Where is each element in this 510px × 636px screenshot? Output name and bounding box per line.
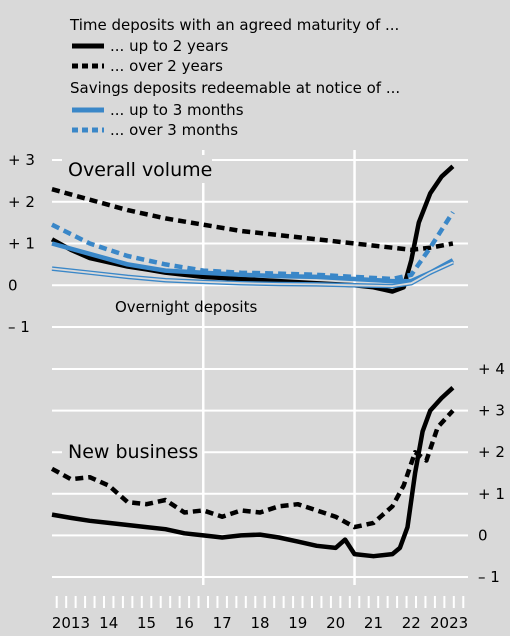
x-tick-label-8: 21 xyxy=(364,614,383,632)
legend-label-over-2-years: ... over 2 years xyxy=(110,57,223,75)
y-tick-label-0-2: + 1 xyxy=(8,235,35,253)
new-business-title: New business xyxy=(68,441,198,463)
x-tick-label-6: 19 xyxy=(288,614,307,632)
legend-time-header: Time deposits with an agreed maturity of… xyxy=(69,16,399,34)
grid-lines xyxy=(52,159,468,578)
legend-savings-header: Savings deposits redeemable at notice of… xyxy=(70,79,400,97)
x-tick-label-10: 2023 xyxy=(430,614,468,632)
series-overnight-inner-0 xyxy=(51,261,454,288)
x-tick-label-2: 15 xyxy=(137,614,156,632)
x-tick-label-9: 22 xyxy=(402,614,421,632)
x-tick-label-7: 20 xyxy=(326,614,345,632)
overall-title-background xyxy=(62,155,212,183)
axis-ticks xyxy=(55,596,465,608)
y-tick-label-1-4: + 3 xyxy=(478,402,505,420)
axis-tick-labels: – 1 0 + 1 + 2 + 3 – 1 0 + 1 + 2 + 3 + 4 2013 14 15 16 1… xyxy=(8,151,505,632)
x-tick-label-0: 2013 xyxy=(52,614,90,632)
series-1-0 xyxy=(51,386,455,559)
x-tick-label-5: 18 xyxy=(250,614,269,632)
overnight-deposits-annotation: Overnight deposits xyxy=(115,298,257,316)
legend: Time deposits with an agreed maturity of… xyxy=(69,16,400,139)
vertical-reference-lines xyxy=(202,150,356,585)
series-0-0 xyxy=(50,164,455,294)
y-tick-label-1-1: 0 xyxy=(478,526,488,544)
y-tick-label-1-5: + 4 xyxy=(478,360,505,378)
x-tick-label-3: 16 xyxy=(175,614,194,632)
y-tick-label-0-1: 0 xyxy=(8,276,18,294)
series-layer xyxy=(50,164,455,559)
y-tick-label-0-0: – 1 xyxy=(8,318,30,336)
overall-volume-title: Overall volume xyxy=(68,159,212,181)
legend-label-up-to-2-years: ... up to 2 years xyxy=(110,37,228,55)
x-tick-label-4: 17 xyxy=(213,614,232,632)
x-tick-label-1: 14 xyxy=(99,614,118,632)
series-1-1 xyxy=(50,409,455,530)
series-0-3 xyxy=(50,210,455,282)
y-tick-label-0-4: + 3 xyxy=(8,151,35,169)
series-0-1 xyxy=(51,187,454,253)
legend-label-over-3-months: ... over 3 months xyxy=(110,121,238,139)
y-tick-label-0-3: + 2 xyxy=(8,193,35,211)
y-tick-label-1-0: – 1 xyxy=(478,568,500,586)
y-tick-label-1-3: + 2 xyxy=(478,443,505,461)
legend-label-up-to-3-months: ... up to 3 months xyxy=(110,101,244,119)
new-business-title-background xyxy=(62,437,202,465)
y-tick-label-1-2: + 1 xyxy=(478,485,505,503)
